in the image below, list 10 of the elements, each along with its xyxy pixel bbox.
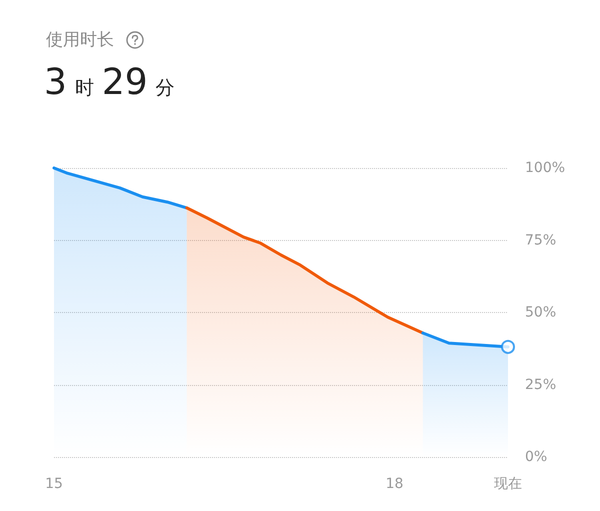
chart-subtitle: 3 时 29 分 [44, 62, 175, 103]
x-tick-label: 现在 [494, 476, 522, 492]
y-tick-label: 25% [525, 376, 556, 393]
y-tick-label: 100% [525, 160, 566, 176]
y-tick-label: 0% [525, 449, 548, 465]
x-tick-label: 15 [45, 476, 63, 492]
chart-title: 使用时长 [46, 29, 114, 51]
x-tick-label: 18 [386, 476, 404, 492]
y-tick-label: 75% [525, 232, 556, 248]
y-tick-label: 50% [525, 304, 556, 320]
